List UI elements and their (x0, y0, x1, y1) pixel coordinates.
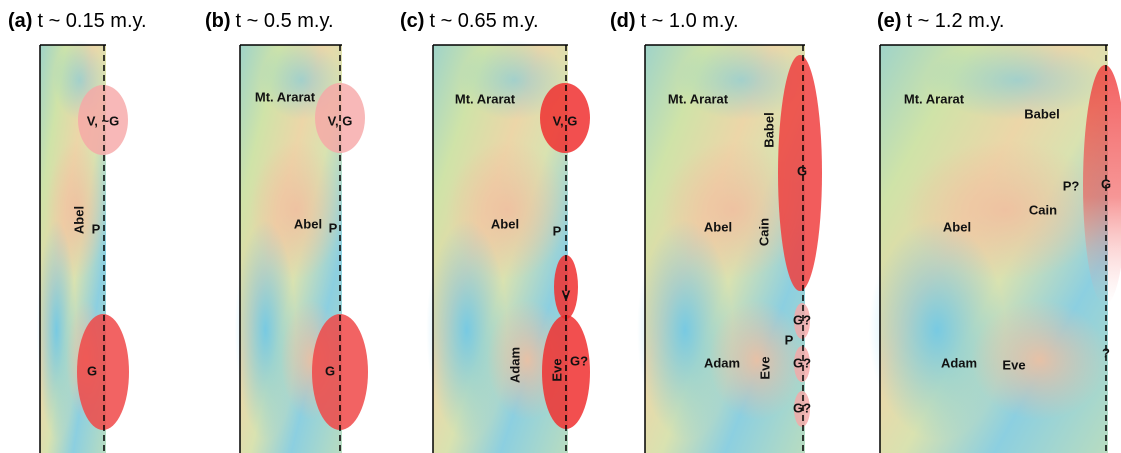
panel-time: t ~ 1.0 m.y. (641, 10, 739, 32)
map-label: Abel (71, 206, 86, 234)
panel-time: t ~ 0.65 m.y. (429, 10, 538, 32)
relief (460, 40, 568, 120)
map-label: Mt. Ararat (904, 91, 965, 106)
panel: (b) t ~ 0.5 m.y. Mt. Ararat V, G Abel P G (205, 10, 368, 453)
map-label: G (325, 363, 335, 378)
map-label: ? (1102, 345, 1110, 360)
map-label: P (553, 223, 562, 238)
relief (868, 220, 1006, 440)
zone (1083, 65, 1121, 305)
map-label: G (797, 163, 807, 178)
zone (794, 303, 810, 339)
relief (234, 220, 297, 440)
zone (77, 314, 129, 430)
map-label: Adam (704, 355, 740, 370)
map-label: P? (1063, 178, 1080, 193)
relief (925, 40, 1108, 120)
panel: (d) t ~ 1.0 m.y. Mt. Ararat Babel G Abel Cain G… (610, 10, 822, 453)
panel-time: t ~ 0.15 m.y. (37, 10, 146, 32)
panel-title: (d) t ~ 1.0 m.y. (610, 10, 739, 32)
map-label: G? (793, 400, 811, 415)
map-label: P (329, 220, 338, 235)
map-label: Babel (1024, 106, 1059, 121)
map-label: G? (793, 312, 811, 327)
map-label: Mt. Ararat (455, 91, 516, 106)
map-label: G (87, 363, 97, 378)
map-label: Cain (1029, 202, 1057, 217)
relief (426, 220, 508, 440)
panel: (e) t ~ 1.2 m.y. Mt. Ararat Babel P? G Cain Abe… (868, 10, 1121, 453)
map-label: Mt. Ararat (668, 91, 729, 106)
panel-title: (e) t ~ 1.2 m.y. (877, 10, 1004, 32)
map-label: G? (570, 353, 588, 368)
map-label: Mt. Ararat (255, 89, 316, 104)
zone (540, 83, 590, 153)
panel-title: (b) t ~ 0.5 m.y. (205, 10, 334, 32)
panel-tag: (e) (877, 10, 901, 32)
map-label: V, G (328, 113, 353, 128)
panel-title: (c) t ~ 0.65 m.y. (400, 10, 539, 32)
map-label: V, G (553, 113, 578, 128)
map-label: Babel (761, 112, 776, 147)
map-label: Eve (1002, 357, 1025, 372)
relief (637, 220, 733, 440)
map-label: V (562, 287, 571, 302)
zone (794, 391, 810, 427)
panel-tag: (d) (610, 10, 636, 32)
panel-tag: (c) (400, 10, 424, 32)
panel-time: t ~ 1.2 m.y. (906, 10, 1004, 32)
map-label: P (785, 332, 794, 347)
panel-title: (a) t ~ 0.15 m.y. (8, 10, 147, 32)
map-label: G (1101, 176, 1111, 191)
map-label: V, ~G (87, 113, 119, 128)
zone (542, 315, 590, 429)
panel-time: t ~ 0.5 m.y. (236, 10, 334, 32)
relief (36, 220, 77, 440)
panel: (c) t ~ 0.65 m.y. Mt. Ararat V, G Abel P V Adam… (400, 10, 590, 453)
relief (677, 40, 805, 120)
map-label: Eve (757, 356, 772, 379)
relief (971, 300, 1108, 420)
zone (794, 346, 810, 382)
map-label: Adam (941, 355, 977, 370)
zone (778, 55, 822, 291)
relief (709, 300, 805, 420)
zone (78, 85, 128, 155)
map-label: Abel (704, 219, 732, 234)
map-label: Adam (507, 347, 522, 383)
map-label: G? (793, 355, 811, 370)
panel-tag: (a) (8, 10, 32, 32)
panel-tag: (b) (205, 10, 231, 32)
map-label: Cain (756, 218, 771, 246)
map-label: Abel (491, 216, 519, 231)
map-label: Abel (294, 216, 322, 231)
map-label: Eve (549, 358, 564, 381)
zone (312, 314, 368, 430)
map-label: P (92, 221, 101, 236)
panel: (a) t ~ 0.15 m.y. V, ~G Abel P G (8, 10, 147, 453)
map-label: Abel (943, 219, 971, 234)
